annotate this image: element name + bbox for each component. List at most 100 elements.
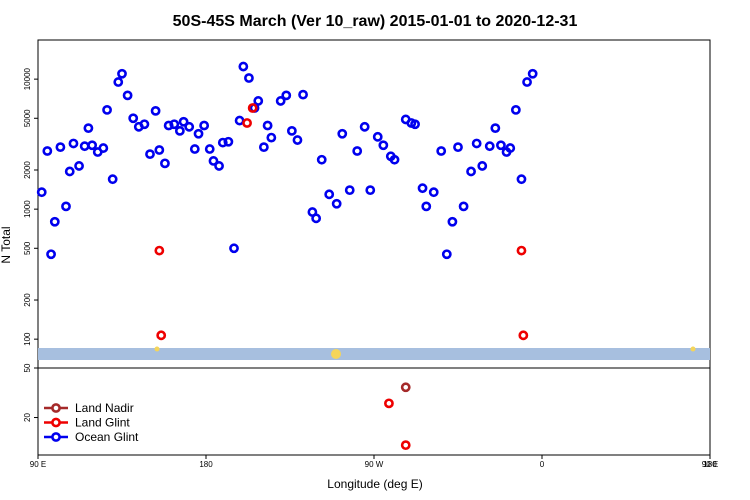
point-ocean-glint	[471, 138, 482, 149]
point-ocean-glint	[204, 144, 215, 154]
y-axis-label: N Total	[0, 226, 13, 263]
point-ocean-glint	[344, 185, 355, 196]
point-ocean-glint	[74, 161, 84, 171]
point-ocean-glint	[145, 149, 155, 160]
point-ocean-glint	[64, 166, 75, 177]
point-ocean-glint	[428, 187, 439, 198]
sub-plot-frame	[37, 367, 711, 456]
point-ocean-glint	[453, 142, 463, 153]
point-ocean-glint	[458, 201, 469, 212]
point-ocean-glint	[352, 146, 363, 156]
point-ocean-glint	[154, 145, 165, 155]
legend-swatch-marker	[51, 403, 61, 413]
point-ocean-glint	[522, 77, 532, 87]
point-ocean-glint	[128, 113, 139, 124]
point-land-glint	[154, 245, 165, 256]
land-markers	[154, 346, 696, 359]
point-ocean-glint	[378, 140, 389, 151]
point-land-glint	[247, 103, 258, 113]
chart-title: 50S-45S March (Ver 10_raw) 2015-01-01 to…	[173, 13, 578, 30]
point-ocean-glint	[477, 161, 488, 171]
point-ocean-glint	[496, 140, 506, 151]
legend-label: Land Nadir	[75, 401, 134, 415]
point-ocean-glint	[311, 213, 322, 224]
point-ocean-glint	[527, 68, 538, 79]
main-y-tick-label: 100	[23, 332, 32, 346]
point-ocean-glint	[102, 104, 112, 115]
point-ocean-glint	[117, 68, 127, 79]
point-land-glint	[242, 118, 252, 128]
point-ocean-glint	[223, 136, 234, 147]
data-points	[36, 61, 538, 451]
point-ocean-glint	[193, 128, 204, 139]
point-ocean-glint	[87, 140, 98, 151]
land-marker	[331, 349, 341, 359]
point-land-nadir	[400, 382, 411, 393]
x-tick-label: 90 E	[30, 460, 46, 469]
point-ocean-glint	[178, 116, 189, 127]
main-y-tick-label: 2000	[23, 161, 32, 179]
point-ocean-glint	[466, 166, 476, 177]
point-ocean-glint	[324, 189, 335, 200]
point-ocean-glint	[113, 77, 124, 87]
point-ocean-glint	[281, 90, 292, 101]
point-ocean-glint	[490, 123, 501, 134]
point-ocean-glint	[160, 158, 170, 169]
point-ocean-glint	[79, 141, 90, 152]
point-ocean-glint	[122, 90, 133, 101]
land-band	[38, 348, 710, 360]
point-ocean-glint	[61, 201, 71, 212]
x-tick-label: 90 E	[702, 460, 718, 469]
main-y-tick-label: 5000	[23, 109, 32, 127]
point-ocean-glint	[266, 132, 277, 143]
point-ocean-glint	[229, 243, 239, 254]
sub-y-tick-label: 20	[23, 413, 32, 422]
legend-swatch-marker	[51, 432, 61, 442]
point-ocean-glint	[83, 123, 94, 134]
point-ocean-glint	[447, 216, 458, 227]
legend-swatch-marker	[51, 417, 61, 428]
point-ocean-glint	[372, 131, 383, 142]
point-land-glint	[400, 440, 411, 451]
point-ocean-glint	[55, 142, 66, 153]
main-y-axis: 100 200 500 1000 2000 5000 10000	[23, 67, 38, 346]
point-ocean-glint	[505, 143, 516, 153]
x-axis-label: Longitude (deg E)	[327, 477, 422, 491]
sub-y-tick-label: 50	[23, 363, 32, 372]
main-y-tick-label: 200	[23, 293, 32, 307]
point-ocean-glint	[107, 174, 118, 185]
point-ocean-glint	[42, 146, 53, 156]
point-ocean-glint	[98, 143, 109, 153]
x-tick-label: 0	[540, 460, 545, 469]
point-ocean-glint	[163, 120, 174, 131]
point-ocean-glint	[49, 216, 60, 227]
point-ocean-glint	[337, 128, 348, 139]
point-ocean-glint	[36, 187, 47, 198]
point-ocean-glint	[286, 125, 297, 136]
point-ocean-glint	[150, 105, 161, 116]
x-tick-label: 180	[703, 460, 717, 469]
land-marker	[154, 346, 160, 352]
point-ocean-glint	[484, 141, 495, 152]
point-ocean-glint	[217, 137, 228, 148]
point-ocean-glint	[189, 144, 200, 154]
point-ocean-glint	[199, 120, 210, 131]
point-land-glint	[516, 245, 527, 256]
x-tick-label: 90 W	[365, 460, 384, 469]
legend-label: Ocean Glint	[75, 430, 139, 444]
point-ocean-glint	[174, 125, 185, 136]
point-ocean-glint	[169, 119, 180, 130]
point-ocean-glint	[417, 183, 428, 194]
point-ocean-glint	[510, 104, 521, 115]
point-ocean-glint	[365, 185, 376, 196]
point-ocean-glint	[441, 249, 452, 260]
x-tick-label: 180	[199, 460, 213, 469]
main-y-tick-label: 1000	[23, 200, 32, 218]
point-ocean-glint	[316, 154, 327, 165]
point-ocean-glint	[298, 89, 308, 100]
point-ocean-glint	[389, 154, 400, 165]
